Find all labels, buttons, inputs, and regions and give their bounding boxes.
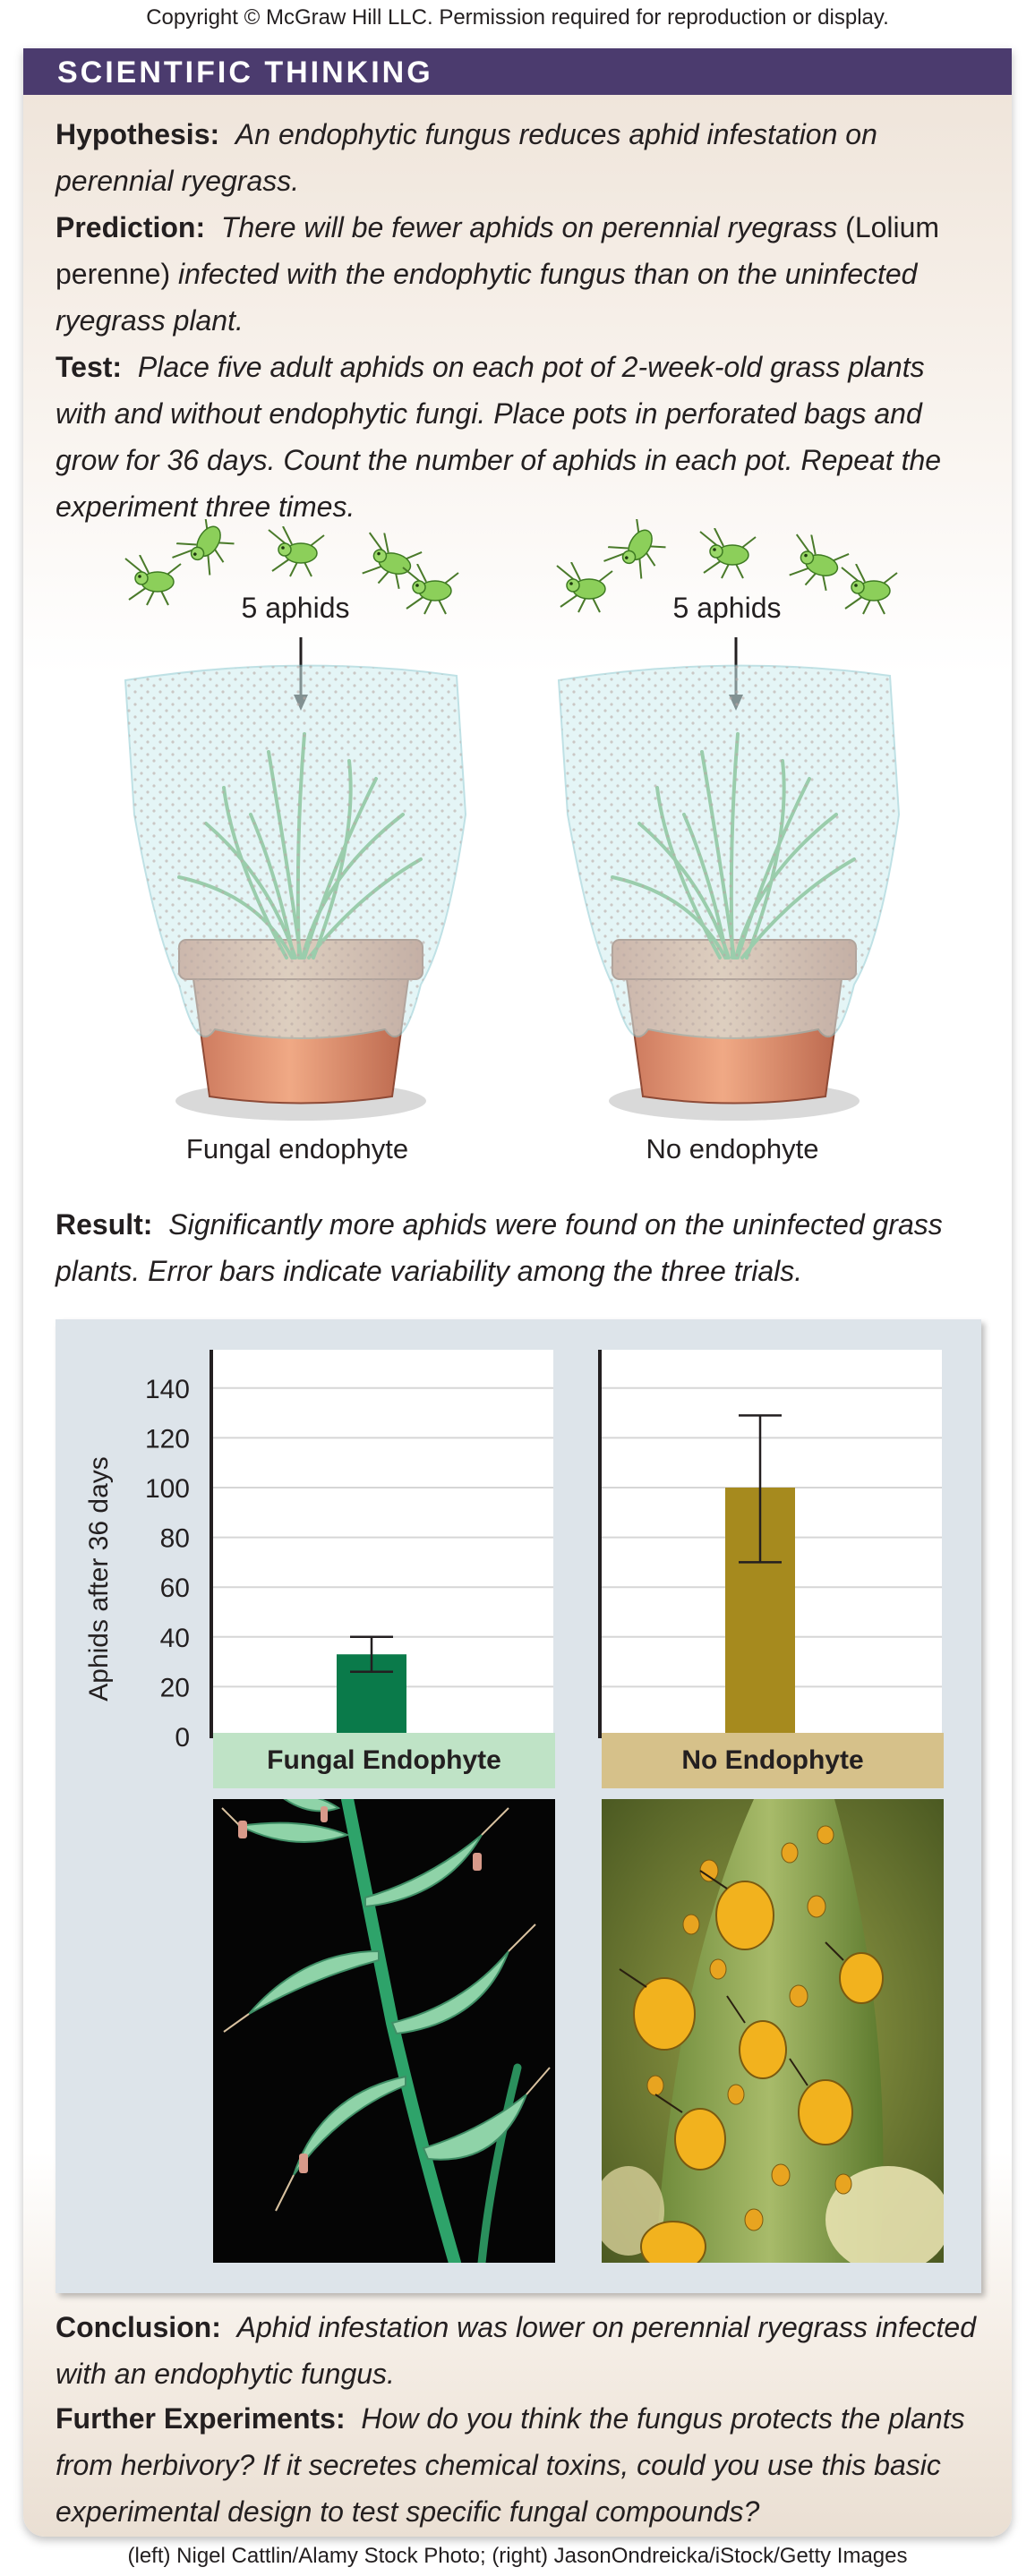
left-pot-label: Fungal endophyte bbox=[186, 1133, 408, 1164]
prediction-paragraph: Prediction: There will be fewer aphids o… bbox=[56, 204, 978, 344]
right-pot-label: No endophyte bbox=[646, 1133, 818, 1164]
y-tick-label-20: 20 bbox=[160, 1673, 190, 1702]
error-bars bbox=[350, 1414, 782, 1673]
y-tick-label-120: 120 bbox=[145, 1424, 190, 1454]
y-tick-label-140: 140 bbox=[145, 1375, 190, 1404]
test-text: Place five adult aphids on each pot of 2… bbox=[56, 351, 942, 523]
further-experiments-paragraph: Further Experiments: How do you think th… bbox=[56, 2395, 978, 2535]
test-paragraph: Test: Place five adult aphids on each po… bbox=[56, 344, 978, 530]
prediction-text-a: There will be fewer aphids on perennial … bbox=[220, 211, 838, 243]
experiment-illustration: 5 aphids Fungal endophyte 5 aphids bbox=[124, 519, 901, 1164]
result-label: Result: bbox=[56, 1208, 153, 1241]
y-tick-label-100: 100 bbox=[145, 1474, 190, 1504]
hypothesis-label: Hypothesis: bbox=[56, 118, 220, 150]
y-tick-label-60: 60 bbox=[160, 1574, 190, 1603]
prediction-species: (Lolium perenne) bbox=[56, 211, 940, 290]
photo-credit: (left) Nigel Cattlin/Alamy Stock Photo; … bbox=[127, 2544, 908, 2568]
no-endophyte-photo bbox=[602, 1799, 944, 2263]
further-text: How do you think the fungus protects the… bbox=[56, 2402, 965, 2528]
category-label-no-endophyte: No Endophyte bbox=[602, 1733, 944, 1788]
prediction-text-c: infected with the endophytic fungus than… bbox=[56, 258, 918, 337]
result-paragraph: Result: Significantly more aphids were f… bbox=[56, 1201, 978, 1294]
left-aphids-label: 5 aphids bbox=[242, 592, 350, 624]
right-pot bbox=[557, 664, 901, 1121]
conclusion-paragraph: Conclusion: Aphid infestation was lower … bbox=[56, 2304, 978, 2397]
left-pot bbox=[124, 664, 467, 1121]
conclusion-label: Conclusion: bbox=[56, 2311, 221, 2343]
fungal-endophyte-photo bbox=[213, 1799, 555, 2263]
test-label: Test: bbox=[56, 351, 123, 383]
result-text: Significantly more aphids were found on … bbox=[56, 1208, 943, 1287]
category-label-fungal-endophyte: Fungal Endophyte bbox=[213, 1733, 555, 1788]
y-tick-label-0: 0 bbox=[175, 1723, 190, 1753]
bar-chart: 0 20 40 60 80 100 120 140 Aphids after 36 days bbox=[84, 1350, 942, 1753]
y-tick-label-40: 40 bbox=[160, 1624, 190, 1653]
banner-title: SCIENTIFIC THINKING bbox=[57, 55, 433, 90]
y-tick-label-80: 80 bbox=[160, 1524, 190, 1554]
prediction-label: Prediction: bbox=[56, 211, 206, 243]
y-tick-labels: 0 20 40 60 80 100 120 140 bbox=[145, 1375, 190, 1753]
right-aphids-label: 5 aphids bbox=[673, 592, 782, 624]
banner: SCIENTIFIC THINKING bbox=[23, 48, 1012, 95]
conclusion-text: Aphid infestation was lower on perennial… bbox=[56, 2311, 977, 2390]
hypothesis-text: An endophytic fungus reduces aphid infes… bbox=[56, 118, 877, 197]
hypothesis-paragraph: Hypothesis: An endophytic fungus reduces… bbox=[56, 111, 978, 204]
y-axis-label: Aphids after 36 days bbox=[84, 1456, 114, 1702]
copyright-notice: Copyright © McGraw Hill LLC. Permission … bbox=[146, 5, 889, 30]
further-label: Further Experiments: bbox=[56, 2402, 346, 2435]
